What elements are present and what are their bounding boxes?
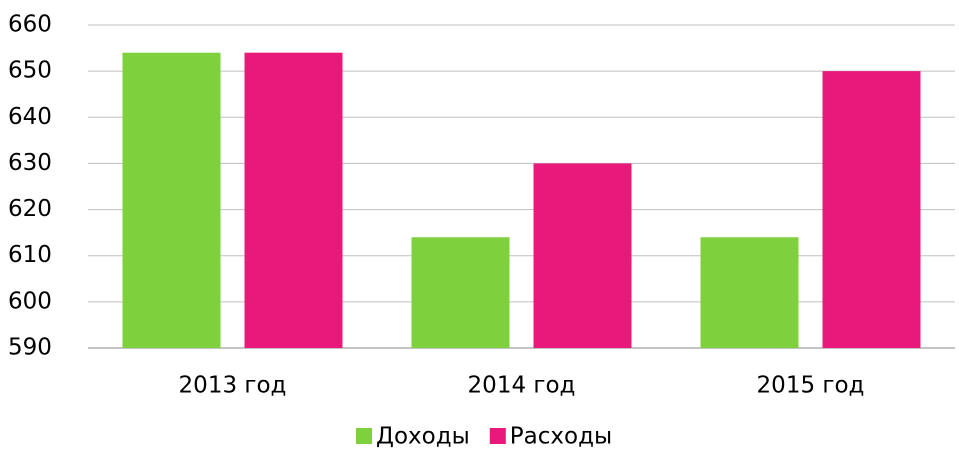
bar: [122, 52, 221, 348]
bar: [411, 237, 510, 348]
legend-label: Расходы: [510, 424, 612, 450]
y-tick-label: 610: [8, 242, 52, 268]
x-tick-label: 2015 год: [757, 373, 865, 399]
y-tick-label: 590: [8, 335, 52, 361]
y-tick-label: 630: [8, 150, 52, 176]
x-tick-label: 2013 год: [179, 373, 287, 399]
y-tick-label: 600: [8, 288, 52, 314]
legend-swatch: [356, 428, 372, 444]
y-tick-label: 640: [8, 104, 52, 130]
bar: [700, 237, 799, 348]
legend-label: Доходы: [376, 424, 470, 450]
y-tick-label: 650: [8, 58, 52, 84]
y-tick-label: 660: [8, 12, 52, 38]
x-tick-label: 2014 год: [468, 373, 576, 399]
bar: [533, 163, 632, 348]
legend-swatch: [489, 428, 506, 444]
bar: [822, 71, 921, 349]
bar: [244, 52, 343, 348]
y-tick-label: 620: [8, 196, 52, 222]
